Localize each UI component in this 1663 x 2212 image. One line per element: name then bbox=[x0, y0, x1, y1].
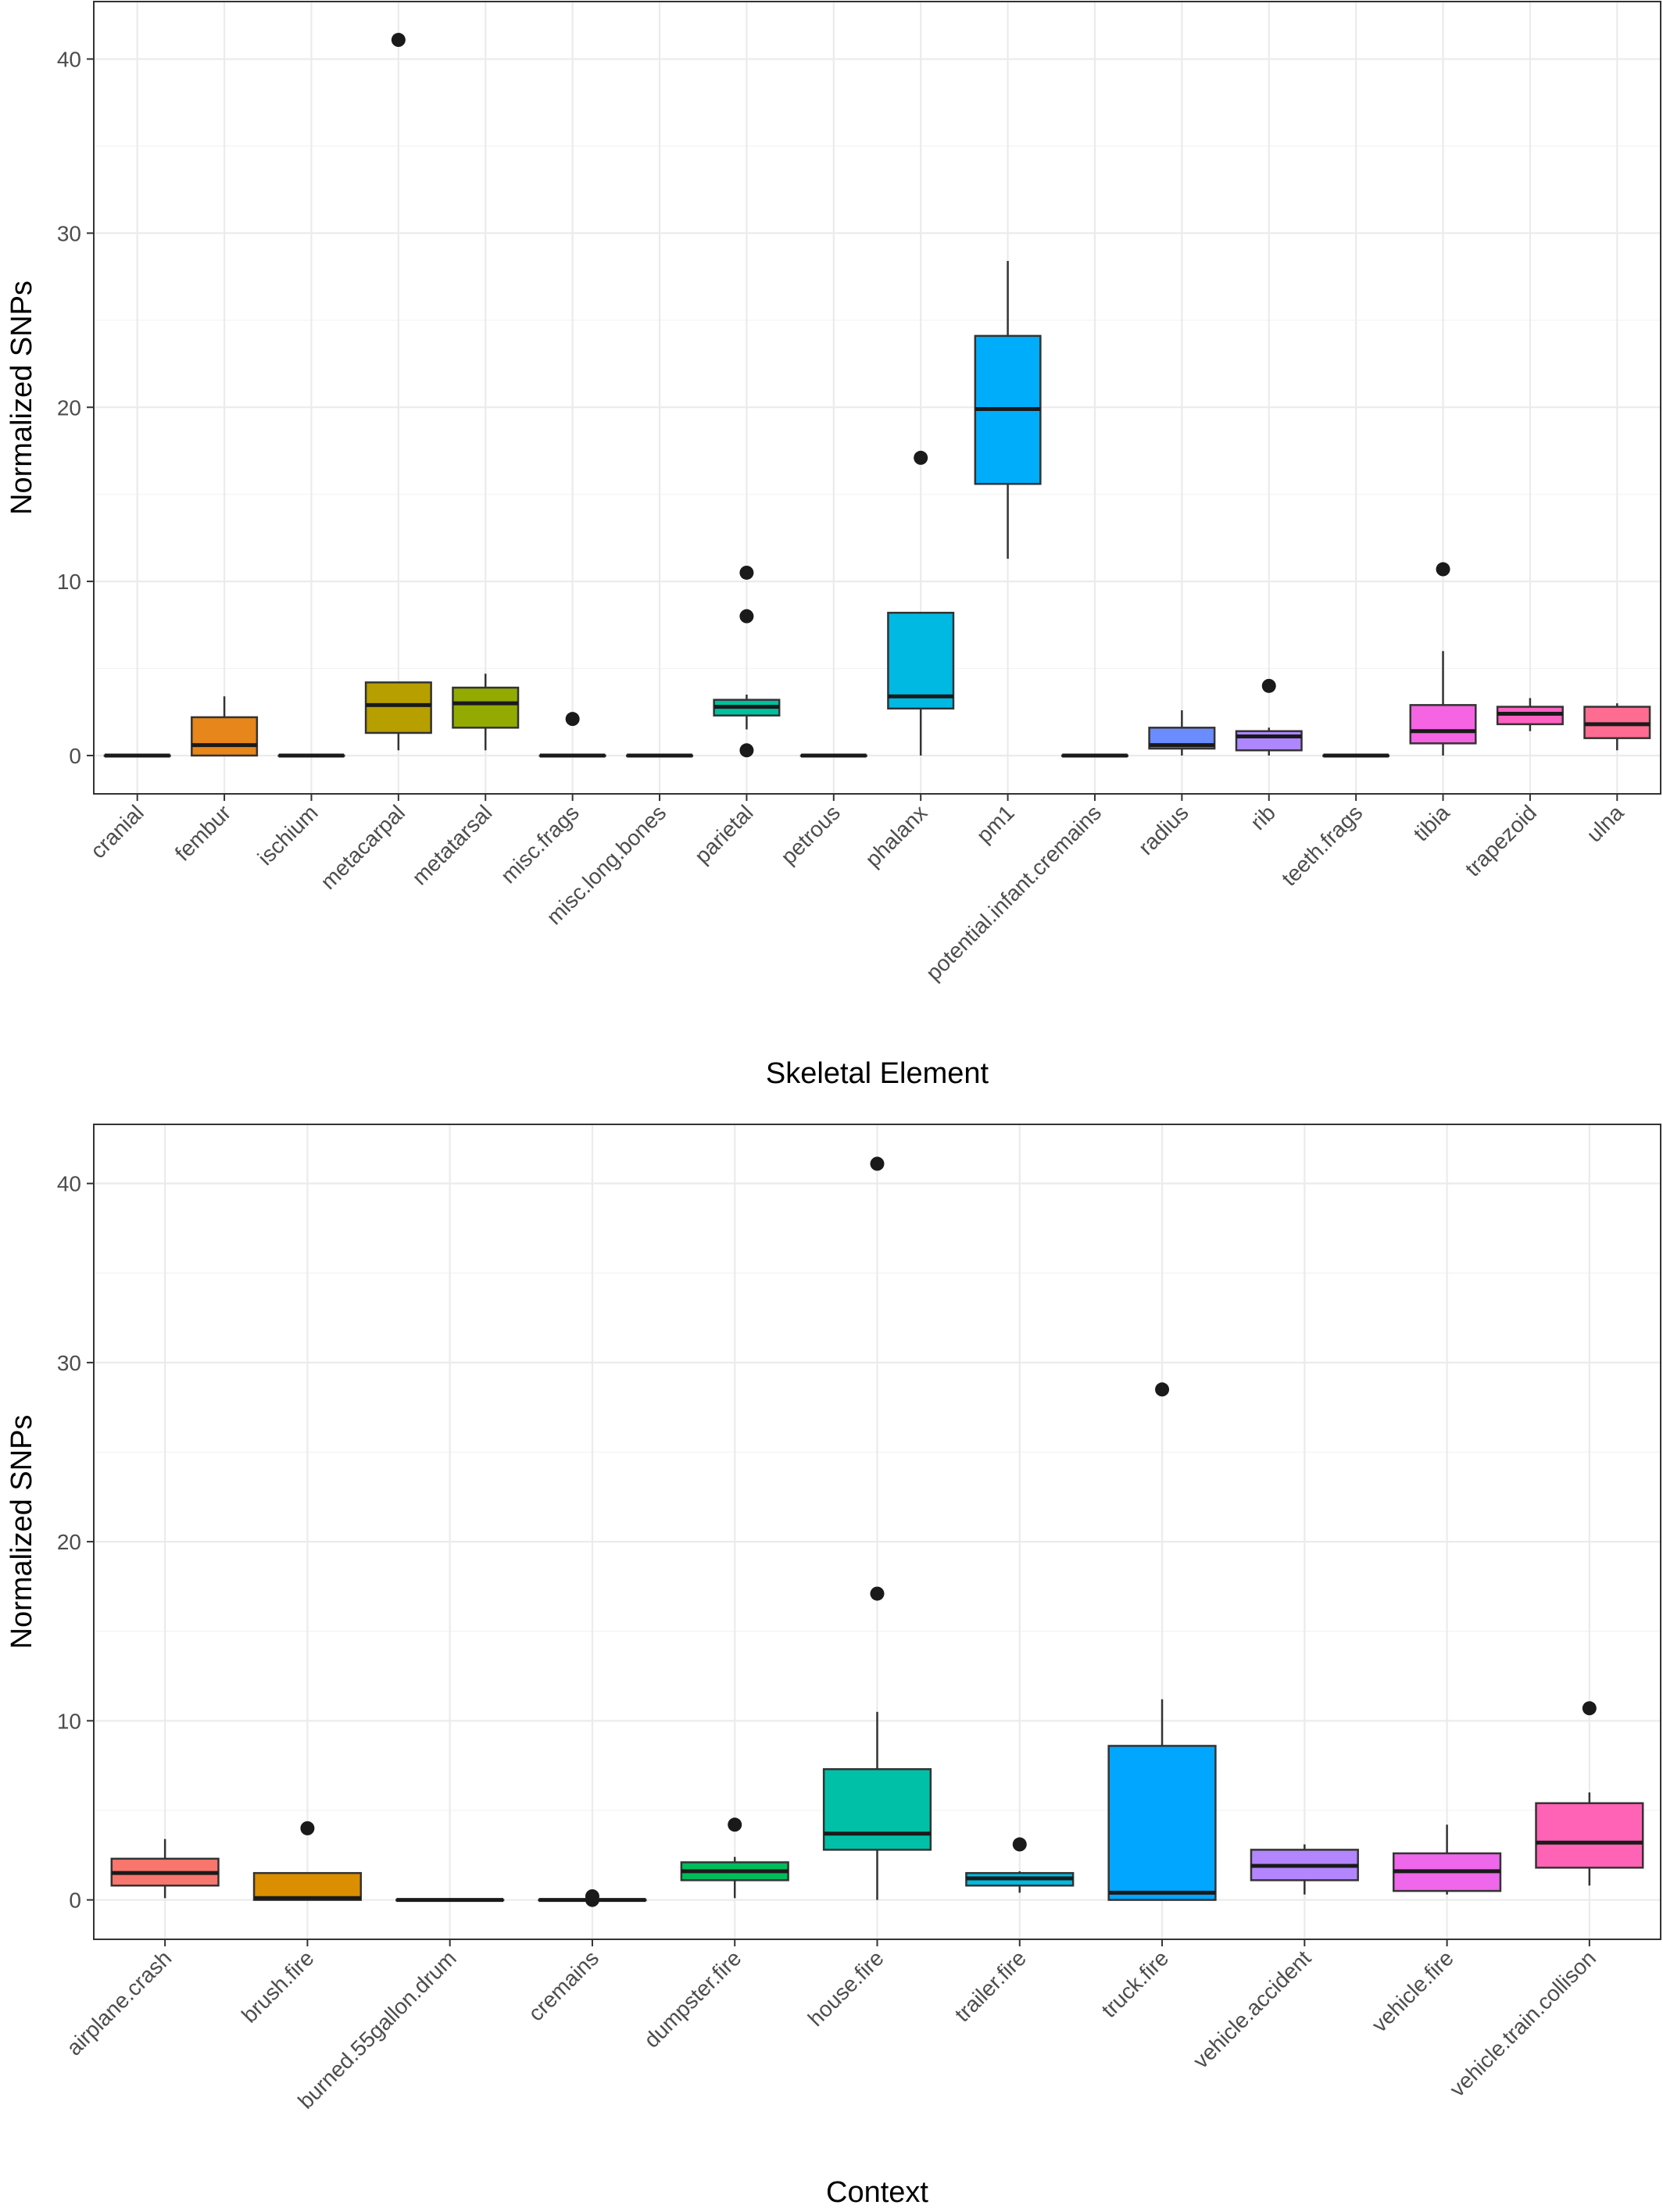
x-tick-label: truck.fire bbox=[1096, 1946, 1173, 2022]
x-tick-label: vehicle.fire bbox=[1367, 1946, 1458, 2037]
box-vehicle.accident bbox=[1250, 1844, 1359, 1895]
x-tick-label: airplane.crash bbox=[62, 1946, 176, 2060]
x-tick-label: tibia bbox=[1409, 800, 1455, 846]
box-truck.fire bbox=[1107, 1382, 1217, 1901]
box-brush.fire bbox=[252, 1821, 363, 1901]
x-tick-label: radius bbox=[1134, 800, 1193, 859]
box-dumpster.fire bbox=[680, 1817, 789, 1899]
box-trailer.fire bbox=[965, 1837, 1075, 1893]
x-tick-label: potential.infant.cremains bbox=[921, 800, 1107, 985]
x-tick-label: phalanx bbox=[860, 800, 932, 871]
box-misc.frags bbox=[538, 712, 606, 758]
outlier-point bbox=[1261, 678, 1276, 693]
box-airplane.crash bbox=[110, 1839, 220, 1899]
y-tick-label: 20 bbox=[57, 1530, 81, 1554]
y-tick-label: 0 bbox=[69, 1889, 81, 1913]
y-axis-title: Normalized SNPs bbox=[5, 281, 38, 515]
x-tick-label: parietal bbox=[690, 800, 758, 868]
box-body bbox=[822, 1767, 932, 1851]
box-body bbox=[191, 716, 259, 757]
outlier-point bbox=[1012, 1837, 1027, 1852]
x-tick-label: metatarsal bbox=[407, 800, 496, 889]
box-phalanx bbox=[887, 450, 955, 756]
y-axis-title: Normalized SNPs bbox=[5, 1415, 38, 1649]
box-body bbox=[1535, 1802, 1644, 1869]
box-body bbox=[1107, 1745, 1217, 1901]
outlier-point bbox=[739, 609, 754, 624]
outlier-point bbox=[1155, 1382, 1170, 1397]
box-body bbox=[1409, 704, 1477, 745]
outlier-point bbox=[870, 1156, 885, 1171]
x-tick-label: metacarpal bbox=[316, 800, 409, 894]
outlier-point bbox=[870, 1586, 885, 1601]
x-tick-label: brush.fire bbox=[237, 1946, 318, 2027]
box-pm1 bbox=[974, 261, 1042, 559]
box-body bbox=[1235, 730, 1303, 752]
outlier-point bbox=[1582, 1701, 1597, 1716]
x-axis-title: Skeletal Element bbox=[766, 1057, 989, 1090]
y-tick-label: 20 bbox=[57, 395, 81, 420]
box-fembur bbox=[191, 696, 259, 757]
x-tick-label: cremains bbox=[524, 1946, 603, 2025]
box-body bbox=[364, 681, 432, 734]
y-tick-label: 0 bbox=[69, 744, 81, 768]
x-tick-label: trapezoid bbox=[1461, 800, 1541, 881]
outlier-point bbox=[565, 712, 580, 727]
x-tick-label: petrous bbox=[776, 800, 845, 869]
outlier-point bbox=[300, 1821, 315, 1835]
box-vehicle.fire bbox=[1392, 1824, 1502, 1895]
box-body bbox=[452, 686, 520, 729]
box-house.fire bbox=[822, 1156, 932, 1900]
x-tick-label: trailer.fire bbox=[950, 1946, 1031, 2026]
box-body bbox=[252, 1871, 363, 1901]
y-tick-label: 30 bbox=[57, 1351, 81, 1375]
x-tick-label: dumpster.fire bbox=[639, 1946, 746, 2052]
box-body bbox=[887, 611, 955, 710]
x-axis-title: Context bbox=[826, 2176, 928, 2209]
x-tick-label: ischium bbox=[253, 800, 323, 870]
x-tick-label: vehicle.train.collison bbox=[1445, 1946, 1600, 2101]
outlier-point bbox=[739, 743, 754, 758]
box-metacarpal bbox=[364, 33, 432, 751]
box-ulna bbox=[1583, 703, 1651, 751]
box-radius bbox=[1148, 710, 1216, 756]
outlier-point bbox=[914, 450, 928, 465]
box-trapezoid bbox=[1496, 698, 1564, 731]
box-metatarsal bbox=[452, 674, 520, 751]
x-tick-label: burned.55gallon.drum bbox=[293, 1946, 461, 2114]
y-tick-label: 40 bbox=[57, 48, 81, 72]
box-parietal bbox=[713, 565, 781, 758]
y-tick-label: 10 bbox=[57, 570, 81, 594]
x-tick-label: fembur bbox=[170, 800, 236, 866]
x-tick-label: vehicle.accident bbox=[1189, 1946, 1316, 2073]
panel-border bbox=[93, 1, 1661, 795]
x-tick-label: misc.frags bbox=[496, 800, 584, 888]
box-rib bbox=[1235, 678, 1303, 756]
outlier-point bbox=[1436, 562, 1450, 577]
x-tick-label: pm1 bbox=[971, 800, 1018, 847]
x-tick-label: ulna bbox=[1582, 800, 1629, 847]
y-tick-label: 30 bbox=[57, 221, 81, 245]
box-burned.55gallon.drum bbox=[395, 1898, 505, 1903]
y-tick-label: 10 bbox=[57, 1709, 81, 1733]
x-tick-label: teeth.frags bbox=[1277, 800, 1367, 890]
x-tick-label: house.fire bbox=[803, 1946, 889, 2031]
outlier-point bbox=[728, 1817, 742, 1832]
context-boxplot-panel: 0 10 20 30 40 airplane.crash brush.fireburned.… bbox=[5, 1124, 1661, 2209]
outlier-point bbox=[391, 33, 406, 48]
x-tick-label: cranial bbox=[86, 800, 148, 863]
box-vehicle.train.collison bbox=[1535, 1701, 1644, 1886]
x-tick-label: rib bbox=[1246, 800, 1280, 834]
y-tick-label: 40 bbox=[57, 1172, 81, 1196]
box-cremains bbox=[538, 1889, 647, 1907]
box-tibia bbox=[1409, 562, 1477, 756]
outlier-point bbox=[585, 1892, 599, 1907]
outlier-point bbox=[739, 565, 754, 580]
